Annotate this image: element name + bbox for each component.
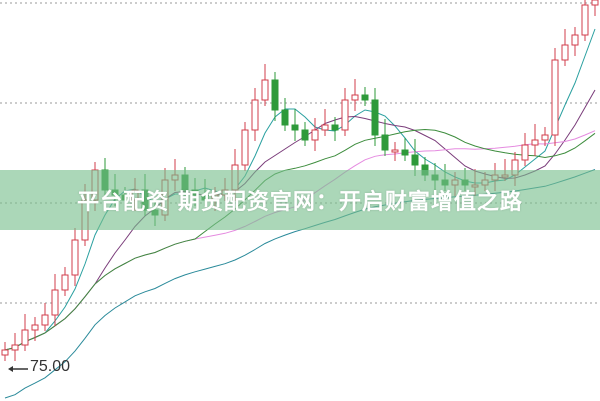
ma20-line: [4, 128, 596, 351]
title-banner: 平台配资 期货配资官网：开启财富增值之路: [0, 170, 600, 230]
candle: [61, 267, 69, 296]
candle-body: [351, 94, 359, 101]
candle-body: [251, 99, 259, 131]
candle-body: [321, 124, 329, 131]
candle: [571, 27, 579, 56]
candle: [11, 333, 19, 361]
candle: [331, 117, 339, 141]
candle: [381, 119, 389, 156]
candle-body: [311, 129, 319, 141]
candle-body: [551, 59, 559, 136]
candle-body: [561, 44, 569, 61]
candle: [561, 29, 569, 66]
candle: [51, 274, 59, 326]
candle-body: [401, 149, 409, 156]
candle: [291, 109, 299, 141]
candle-body: [241, 129, 249, 166]
candle-body: [581, 4, 589, 36]
candle: [391, 142, 399, 161]
candle: [581, 0, 589, 41]
candle: [71, 228, 79, 286]
candle: [591, 0, 599, 16]
candle: [261, 64, 269, 106]
candle: [551, 48, 559, 146]
candle: [541, 127, 549, 146]
candle: [281, 98, 289, 131]
low-arrow-icon: [8, 366, 28, 372]
candle: [31, 317, 39, 341]
candle: [401, 138, 409, 161]
candle: [531, 124, 539, 156]
candle: [41, 303, 49, 331]
candle-body: [391, 149, 399, 153]
candle: [301, 122, 309, 146]
candle-body: [411, 154, 419, 166]
candle: [351, 79, 359, 111]
candle-body: [361, 94, 369, 101]
candle-body: [331, 124, 339, 131]
candle-body: [591, 0, 599, 6]
candle: [341, 88, 349, 136]
candle: [321, 109, 329, 136]
candle-body: [271, 79, 279, 111]
candle: [1, 342, 9, 361]
candle: [361, 87, 369, 106]
candle-body: [371, 99, 379, 136]
candle: [271, 72, 279, 121]
candle-body: [61, 274, 69, 291]
candle: [371, 88, 379, 146]
candle-body: [51, 289, 59, 316]
candle-body: [521, 144, 529, 161]
candle-body: [531, 139, 539, 146]
candle: [411, 139, 419, 176]
candle: [311, 118, 319, 151]
candle: [521, 133, 529, 166]
candle-body: [11, 344, 19, 351]
candle: [241, 122, 249, 171]
banner-text: 平台配资 期货配资官网：开启财富增值之路: [77, 190, 523, 215]
candle-body: [21, 329, 29, 346]
candle-body: [281, 109, 289, 126]
candle: [251, 88, 259, 141]
gridlines: [0, 2, 600, 304]
candle-body: [261, 79, 269, 101]
candle-body: [541, 134, 549, 141]
candle-body: [1, 349, 9, 356]
candle-body: [381, 134, 389, 151]
low-price-annotation: 75.00: [30, 358, 71, 375]
candle-body: [291, 124, 299, 131]
candle-body: [41, 314, 49, 326]
candle-body: [571, 34, 579, 46]
candle-body: [301, 129, 309, 141]
candle-body: [31, 324, 39, 331]
candle: [21, 314, 29, 351]
candle-body: [341, 99, 349, 131]
candle-body: [71, 239, 79, 276]
